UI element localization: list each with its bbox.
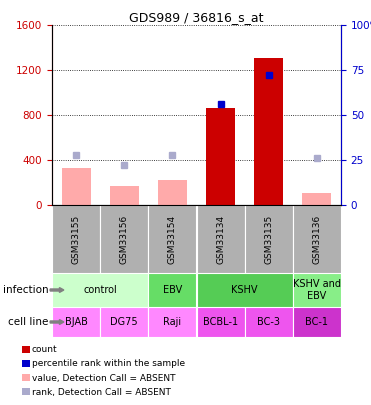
Text: GSM33136: GSM33136 <box>312 214 321 264</box>
Text: BC-3: BC-3 <box>257 317 280 327</box>
Text: GSM33134: GSM33134 <box>216 214 225 264</box>
Text: GSM33154: GSM33154 <box>168 214 177 264</box>
Text: value, Detection Call = ABSENT: value, Detection Call = ABSENT <box>32 373 175 382</box>
Bar <box>206 108 235 205</box>
Title: GDS989 / 36816_s_at: GDS989 / 36816_s_at <box>129 11 264 24</box>
Text: BJAB: BJAB <box>65 317 88 327</box>
Bar <box>158 180 187 205</box>
Text: DG75: DG75 <box>111 317 138 327</box>
Bar <box>52 205 100 273</box>
Text: infection: infection <box>3 285 48 295</box>
Text: GSM33156: GSM33156 <box>120 214 129 264</box>
Bar <box>293 273 341 307</box>
Bar <box>254 58 283 205</box>
Bar <box>148 307 197 337</box>
Bar <box>302 193 331 205</box>
Bar <box>293 307 341 337</box>
Text: EBV: EBV <box>163 285 182 295</box>
Bar <box>197 273 293 307</box>
Bar <box>62 168 91 205</box>
Bar <box>244 307 293 337</box>
Text: KSHV and
EBV: KSHV and EBV <box>293 279 341 301</box>
Text: rank, Detection Call = ABSENT: rank, Detection Call = ABSENT <box>32 388 170 396</box>
Text: count: count <box>32 345 57 354</box>
Bar <box>197 205 244 273</box>
Text: percentile rank within the sample: percentile rank within the sample <box>32 360 185 369</box>
Bar <box>293 205 341 273</box>
Text: control: control <box>83 285 117 295</box>
Bar <box>52 273 148 307</box>
Text: GSM33135: GSM33135 <box>264 214 273 264</box>
Bar <box>244 205 293 273</box>
Bar <box>148 273 197 307</box>
Text: BC-1: BC-1 <box>305 317 328 327</box>
Bar <box>110 186 139 205</box>
Bar <box>100 205 148 273</box>
Bar <box>52 307 100 337</box>
Text: cell line: cell line <box>8 317 48 327</box>
Text: KSHV: KSHV <box>232 285 258 295</box>
Bar <box>100 307 148 337</box>
Text: Raji: Raji <box>163 317 181 327</box>
Text: BCBL-1: BCBL-1 <box>203 317 238 327</box>
Bar <box>148 205 197 273</box>
Bar <box>197 307 244 337</box>
Text: GSM33155: GSM33155 <box>72 214 81 264</box>
